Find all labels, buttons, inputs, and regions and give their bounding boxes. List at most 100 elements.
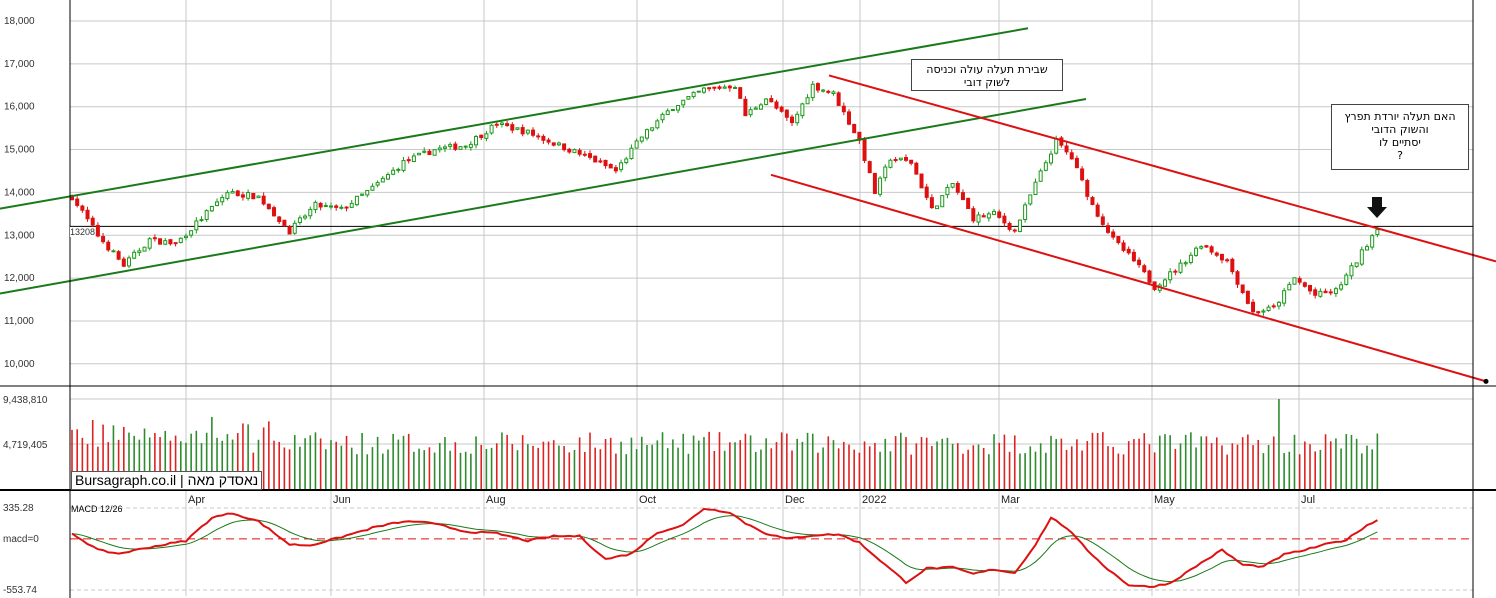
candle-body [391, 169, 396, 175]
candle-body [183, 235, 188, 239]
candle-body [240, 194, 245, 198]
candle-body [339, 206, 344, 209]
candle-body [417, 152, 422, 156]
macd-tick-label: -553.74 [3, 585, 37, 596]
candle-body [1064, 145, 1069, 153]
macd-signal-line [71, 515, 1378, 583]
macd-tick-label: 335.28 [3, 503, 34, 514]
candle-body [385, 174, 390, 180]
candle-body [1090, 197, 1095, 205]
candle-body [1375, 229, 1380, 236]
candle-body [950, 183, 955, 188]
candle-body [432, 149, 437, 156]
candle-body [1194, 247, 1199, 256]
candle-body [1297, 278, 1302, 283]
candle-body [743, 98, 748, 117]
candle-body [1240, 284, 1245, 294]
candle-body [1188, 254, 1193, 264]
candle-body [676, 105, 681, 111]
candle-body [955, 182, 960, 193]
macd-title: MACD 12/26 [71, 504, 123, 514]
candle-body [95, 224, 100, 237]
candle-body [406, 159, 411, 162]
candle-body [821, 89, 826, 92]
candle-body [562, 143, 567, 151]
candle-body [779, 106, 784, 112]
candle-body [121, 258, 126, 267]
candle-body [422, 150, 427, 153]
candle-body [1033, 181, 1038, 196]
candle-body [256, 195, 261, 199]
candle-body [520, 127, 525, 135]
candle-body [670, 109, 675, 112]
candle-body [712, 86, 717, 89]
candle-body [655, 120, 660, 129]
candle-body [453, 143, 458, 150]
candle-body [365, 189, 370, 196]
annotation-line: והשוק הדובי [1371, 123, 1429, 136]
candle-body [992, 210, 997, 216]
candle-body [795, 113, 800, 124]
candle-body [525, 129, 530, 134]
candle-body [619, 162, 624, 171]
candle-body [380, 177, 385, 183]
candle-body [893, 158, 898, 161]
candle-body [106, 241, 111, 251]
price-marker-label: 13208 [70, 227, 96, 237]
time-tick-label: May [1154, 494, 1175, 506]
price-tick-label: 15,000 [4, 145, 35, 156]
candle-body [800, 103, 805, 117]
candle-body [494, 123, 499, 126]
candle-body [178, 237, 183, 244]
candle-body [458, 146, 463, 150]
candle-body [929, 197, 934, 209]
volume-bars [71, 399, 1379, 489]
candlesticks [70, 80, 1380, 316]
candle-body [784, 109, 789, 118]
candle-body [914, 162, 919, 175]
instrument-name: נאסדק מאה [187, 472, 259, 488]
candle-body [1318, 290, 1323, 297]
candle-body [836, 92, 841, 106]
candle-body [650, 127, 655, 131]
candle-body [80, 205, 85, 211]
candle-body [1261, 310, 1266, 313]
candle-body [852, 123, 857, 134]
candle-body [831, 91, 836, 95]
candle-body [277, 216, 282, 223]
volume-axis: 9,438,810 4,719,405 [3, 395, 48, 451]
candle-body [370, 185, 375, 191]
candle-body [1095, 204, 1100, 217]
candle-body [603, 159, 608, 167]
candle-body [147, 238, 152, 249]
annotation-bear-market: שבירת תעלה עולה וכניסה לשוק דובי [911, 59, 1063, 91]
candle-body [116, 251, 121, 260]
annotation-line: האם תעלה יורדת תפרץ [1344, 110, 1456, 123]
candle-body [898, 157, 903, 161]
candle-body [644, 129, 649, 139]
price-tick-label: 12,000 [4, 273, 35, 284]
candle-body [577, 149, 582, 155]
candle-body [733, 87, 738, 90]
candle-body [1116, 236, 1121, 244]
candle-body [717, 86, 722, 89]
trend-channels [0, 27, 1496, 384]
candle-body [556, 142, 561, 146]
time-tick-label: Dec [785, 494, 805, 506]
candle-body [1100, 216, 1105, 225]
candle-body [1225, 259, 1230, 262]
candle-body [1069, 152, 1074, 160]
candle-body [215, 201, 220, 207]
candle-body [593, 155, 598, 163]
candle-body [152, 237, 157, 240]
candle-body [867, 161, 872, 174]
candle-body [230, 191, 235, 194]
candle-body [935, 205, 940, 210]
candle-body [909, 159, 914, 164]
candle-body [582, 153, 587, 156]
candle-body [841, 105, 846, 113]
candle-body [173, 242, 178, 245]
candle-body [360, 193, 365, 196]
candle-body [919, 173, 924, 189]
candle-body [883, 166, 888, 179]
